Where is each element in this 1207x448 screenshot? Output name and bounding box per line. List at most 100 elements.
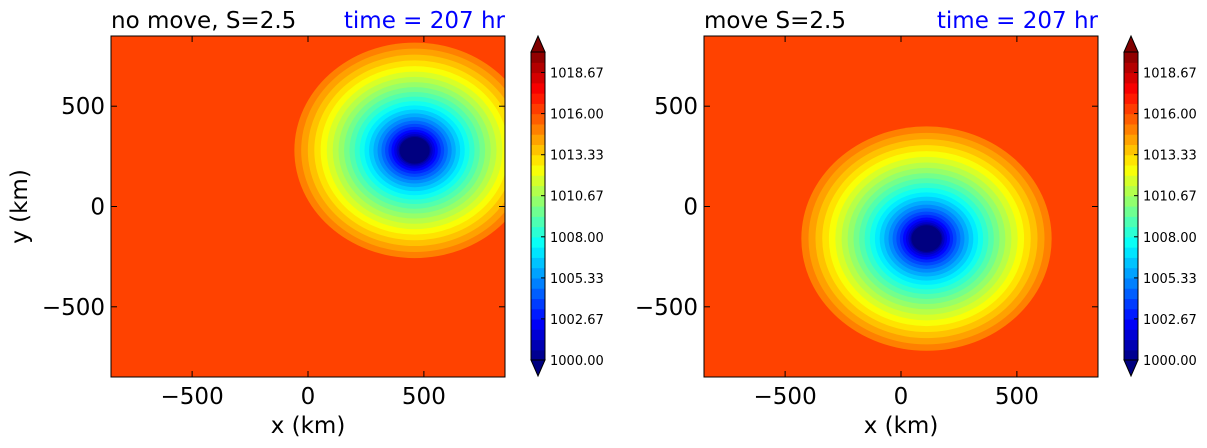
panel-title: no move, S=2.5 bbox=[111, 8, 296, 34]
cyclone-center bbox=[911, 225, 942, 252]
colorbar-band bbox=[531, 103, 545, 115]
colorbar-band bbox=[1124, 52, 1138, 63]
colorbar-band bbox=[1124, 257, 1138, 269]
colorbar-extend-max bbox=[530, 34, 546, 53]
colorbar-band bbox=[1124, 247, 1138, 258]
contour-field bbox=[111, 36, 505, 377]
colorbar-band bbox=[1124, 267, 1138, 279]
colorbar-band bbox=[531, 134, 545, 145]
colorbar-band bbox=[1124, 62, 1138, 74]
colorbar-extend-max bbox=[1123, 34, 1139, 53]
time-label: time = 207 hr bbox=[937, 8, 1099, 34]
colorbar-band bbox=[531, 288, 545, 299]
colorbar-tick-label: 1000.00 bbox=[550, 354, 604, 369]
colorbar: 1000.00 1002.67 1005.33 1008.00 1010.67 1013.… bbox=[530, 34, 604, 378]
colorbar-band bbox=[531, 267, 545, 279]
colorbar-band bbox=[531, 144, 545, 156]
colorbar-band bbox=[531, 277, 545, 289]
colorbar-band bbox=[531, 195, 545, 207]
colorbar-band bbox=[531, 52, 545, 63]
y-axis-label: y (km) bbox=[7, 169, 33, 244]
colorbar-tick-label: 1016.00 bbox=[550, 108, 604, 123]
colorbar-band bbox=[1124, 144, 1138, 156]
colorbar-frame bbox=[1123, 51, 1139, 361]
colorbar-band bbox=[531, 72, 545, 84]
colorbar-band bbox=[1124, 175, 1138, 187]
colorbar-band bbox=[531, 82, 545, 94]
colorbar-tick-label: 1008.00 bbox=[1143, 231, 1197, 246]
colorbar-band bbox=[531, 318, 545, 330]
colorbar-band bbox=[1124, 308, 1138, 320]
colorbar-band bbox=[1124, 236, 1138, 248]
colorbar-tick-label: 1005.33 bbox=[1143, 272, 1197, 287]
panel-title: move S=2.5 bbox=[704, 8, 846, 34]
colorbar-band bbox=[1124, 93, 1138, 104]
y-tick-label: 500 bbox=[654, 94, 698, 120]
x-tick-label: 500 bbox=[995, 384, 1039, 410]
colorbar-band bbox=[1124, 185, 1138, 197]
colorbar-tick-label: 1016.00 bbox=[1143, 108, 1197, 123]
colorbar-band bbox=[1124, 72, 1138, 84]
colorbar-band bbox=[1124, 195, 1138, 207]
colorbar-band bbox=[531, 62, 545, 74]
panel-2: −500 0 500 −500 0 500 move S=2.5 time = 207 hr x… bbox=[635, 8, 1197, 439]
colorbar-band bbox=[531, 329, 545, 341]
colorbar-band bbox=[1124, 329, 1138, 341]
y-tick-label: 0 bbox=[683, 195, 698, 221]
colorbar-band bbox=[1124, 339, 1138, 351]
colorbar-band bbox=[531, 349, 545, 361]
colorbar-band bbox=[531, 185, 545, 197]
colorbar-frame bbox=[530, 51, 546, 361]
colorbar-band bbox=[531, 226, 545, 238]
colorbar-band bbox=[1124, 103, 1138, 115]
colorbar-tick-label: 1005.33 bbox=[550, 272, 604, 287]
colorbar: 1000.00 1002.67 1005.33 1008.00 1010.67 1013.… bbox=[1123, 34, 1197, 378]
colorbar-band bbox=[531, 206, 545, 217]
colorbar-band bbox=[531, 257, 545, 269]
colorbar-band bbox=[1124, 82, 1138, 94]
colorbar-band bbox=[1124, 277, 1138, 289]
colorbar-tick-label: 1018.67 bbox=[1143, 66, 1197, 81]
colorbar-band bbox=[531, 308, 545, 320]
colorbar-band bbox=[1124, 113, 1138, 125]
colorbar-band bbox=[531, 236, 545, 248]
colorbar-band bbox=[1124, 123, 1138, 135]
colorbar-band bbox=[1124, 154, 1138, 166]
colorbar-band bbox=[1124, 134, 1138, 145]
colorbar-band bbox=[531, 164, 545, 176]
x-axis-label: x (km) bbox=[271, 413, 346, 439]
contour-field bbox=[704, 36, 1098, 377]
colorbar-tick-label: 1000.00 bbox=[1143, 354, 1197, 369]
x-tick-label: −500 bbox=[754, 384, 817, 410]
colorbar-band bbox=[1124, 318, 1138, 330]
colorbar-tick-label: 1010.67 bbox=[1143, 190, 1197, 205]
colorbar-band bbox=[1124, 226, 1138, 238]
colorbar-band bbox=[1124, 298, 1138, 310]
colorbar-band bbox=[531, 175, 545, 187]
colorbar-tick-label: 1013.33 bbox=[550, 149, 604, 164]
colorbar-band bbox=[531, 298, 545, 310]
colorbar-band bbox=[531, 113, 545, 125]
colorbar-extend-min bbox=[530, 359, 546, 378]
colorbar-extend-min bbox=[1123, 359, 1139, 378]
colorbar-band bbox=[1124, 349, 1138, 361]
colorbar-tick-label: 1002.67 bbox=[1143, 313, 1197, 328]
colorbar-band bbox=[1124, 216, 1138, 228]
cyclone-center bbox=[399, 137, 430, 164]
colorbar-band bbox=[531, 216, 545, 228]
x-tick-label: 500 bbox=[402, 384, 446, 410]
colorbar-band bbox=[531, 339, 545, 351]
x-axis-label: x (km) bbox=[864, 413, 939, 439]
y-tick-label: −500 bbox=[42, 295, 105, 321]
x-tick-label: −500 bbox=[161, 384, 224, 410]
colorbar-band bbox=[531, 154, 545, 166]
colorbar-tick-label: 1008.00 bbox=[550, 231, 604, 246]
y-tick-label: −500 bbox=[635, 295, 698, 321]
x-tick-label: 0 bbox=[301, 384, 316, 410]
colorbar-band bbox=[531, 93, 545, 104]
colorbar-band bbox=[531, 123, 545, 135]
y-tick-label: 0 bbox=[90, 195, 105, 221]
colorbar-tick-label: 1010.67 bbox=[550, 190, 604, 205]
x-tick-label: 0 bbox=[894, 384, 909, 410]
